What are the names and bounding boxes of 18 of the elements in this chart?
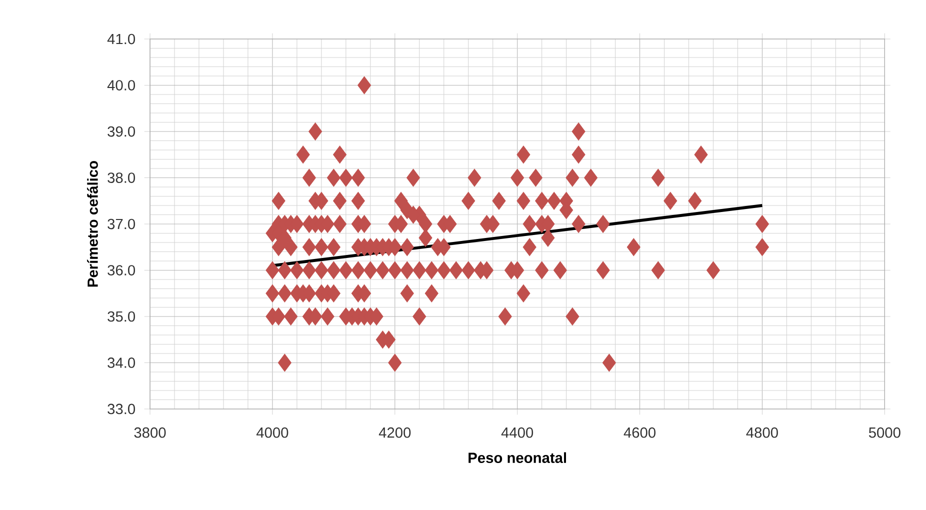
y-tick-label: 40.0 xyxy=(107,80,136,90)
x-tick-label: 4200 xyxy=(378,427,411,438)
x-axis-title: Peso neonatal xyxy=(468,452,566,464)
y-tick-label: 41.0 xyxy=(107,34,136,44)
y-tick-label: 34.0 xyxy=(108,358,136,368)
x-tick-label: 5000 xyxy=(868,427,900,438)
x-tick-label: 4800 xyxy=(746,427,778,438)
y-tick-label: 35.0 xyxy=(108,311,136,322)
x-tick-label: 4000 xyxy=(256,427,288,438)
x-tick-label: 4400 xyxy=(501,427,534,438)
y-tick-label: 37.0 xyxy=(108,218,136,230)
x-tick-label: 3800 xyxy=(134,427,166,438)
y-axis-title: Perímetro cefálico xyxy=(87,161,98,287)
x-tick-label: 4600 xyxy=(624,427,656,438)
y-tick-label: 39.0 xyxy=(108,126,136,137)
y-tick-label: 33.0 xyxy=(108,404,136,414)
y-tick-label: 38.0 xyxy=(108,172,136,183)
y-tick-label: 36.0 xyxy=(108,265,136,276)
